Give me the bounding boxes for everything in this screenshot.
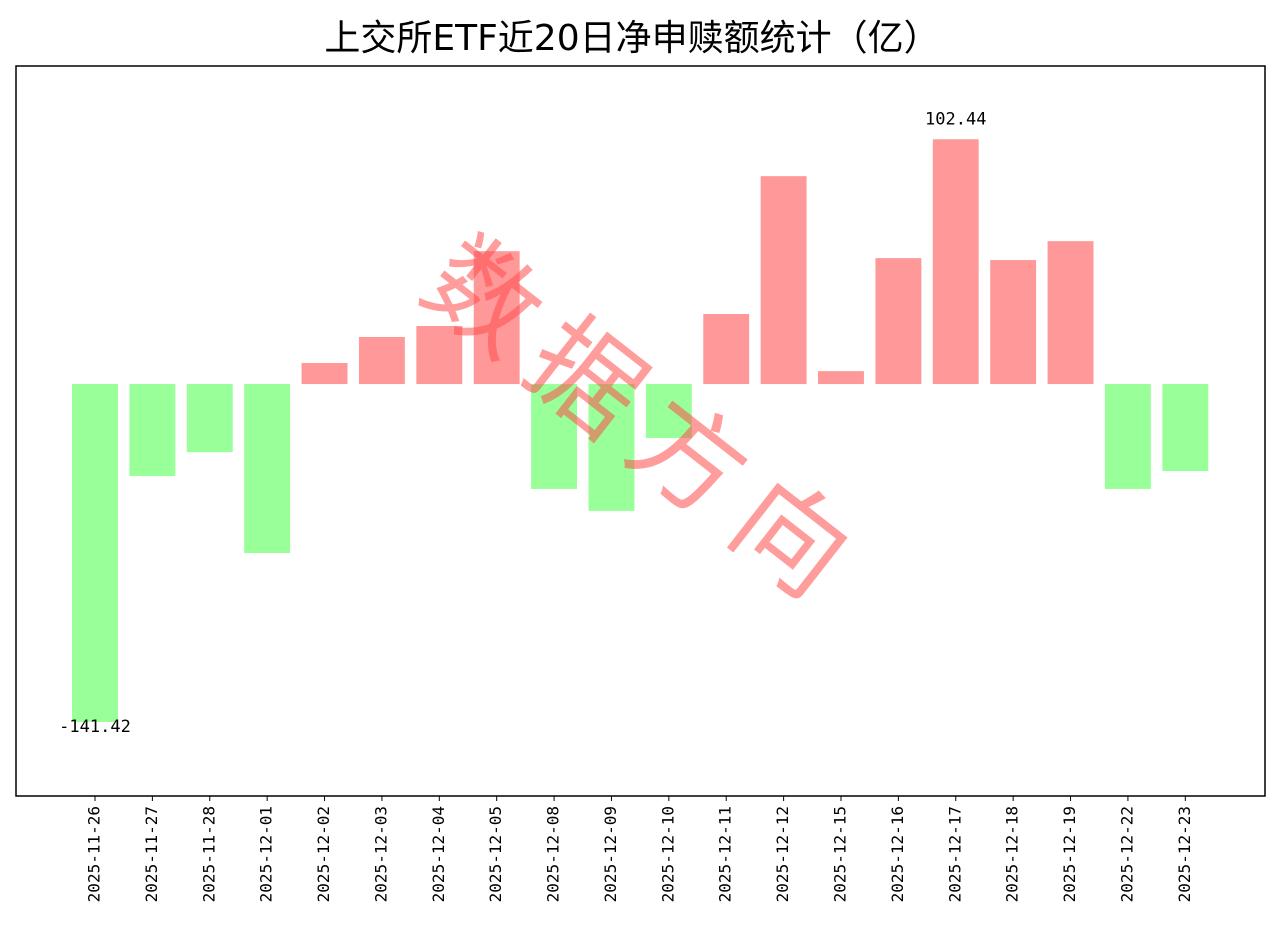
bar [244, 384, 291, 553]
bar [1162, 384, 1209, 472]
x-tick-label: 2025-12-08 [544, 806, 563, 902]
x-tick-label: 2025-12-15 [830, 806, 849, 902]
bar [875, 258, 922, 385]
plot-frame [15, 65, 1266, 797]
bar [358, 336, 405, 385]
bar [129, 384, 176, 477]
x-tick-label: 2025-12-04 [429, 806, 448, 902]
value-label: 102.44 [925, 109, 986, 129]
x-tick-label: 2025-12-16 [888, 806, 907, 902]
x-tick-label: 2025-12-10 [658, 806, 677, 902]
x-tick-label: 2025-12-23 [1175, 806, 1194, 902]
x-tick-label: 2025-12-17 [945, 806, 964, 902]
bar [1047, 241, 1094, 385]
bar [531, 384, 578, 489]
x-tick-label: 2025-12-22 [1117, 806, 1136, 902]
bar [760, 176, 807, 385]
bar [186, 384, 233, 453]
bar [72, 384, 118, 722]
x-tick-label: 2025-12-09 [601, 806, 620, 902]
x-tick-label: 2025-12-19 [1060, 806, 1079, 902]
bar [1104, 384, 1151, 489]
x-tick-label: 2025-12-18 [1003, 806, 1022, 902]
bar [932, 139, 979, 385]
bar [703, 314, 750, 385]
bar [645, 384, 692, 439]
bar [416, 325, 463, 385]
x-tick-label: 2025-12-02 [314, 806, 333, 902]
bar [473, 251, 520, 385]
x-tick-label: 2025-12-12 [773, 806, 792, 902]
x-tick-label: 2025-12-03 [371, 806, 390, 902]
x-tick-label: 2025-11-27 [142, 806, 161, 902]
x-tick-label: 2025-11-28 [199, 806, 218, 902]
x-tick-label: 2025-12-05 [486, 806, 505, 902]
x-tick-label: 2025-12-01 [257, 806, 276, 902]
x-tick-label: 2025-11-26 [84, 806, 103, 902]
x-tick-label: 2025-12-11 [716, 806, 735, 902]
chart-title: 上交所ETF近20日净申赎额统计（亿） [324, 18, 939, 59]
value-label: -141.42 [59, 717, 131, 737]
bar [588, 384, 635, 511]
bar [990, 260, 1037, 385]
bar [818, 371, 864, 385]
bar [301, 363, 348, 385]
watermark: 数据方向 [400, 213, 889, 634]
